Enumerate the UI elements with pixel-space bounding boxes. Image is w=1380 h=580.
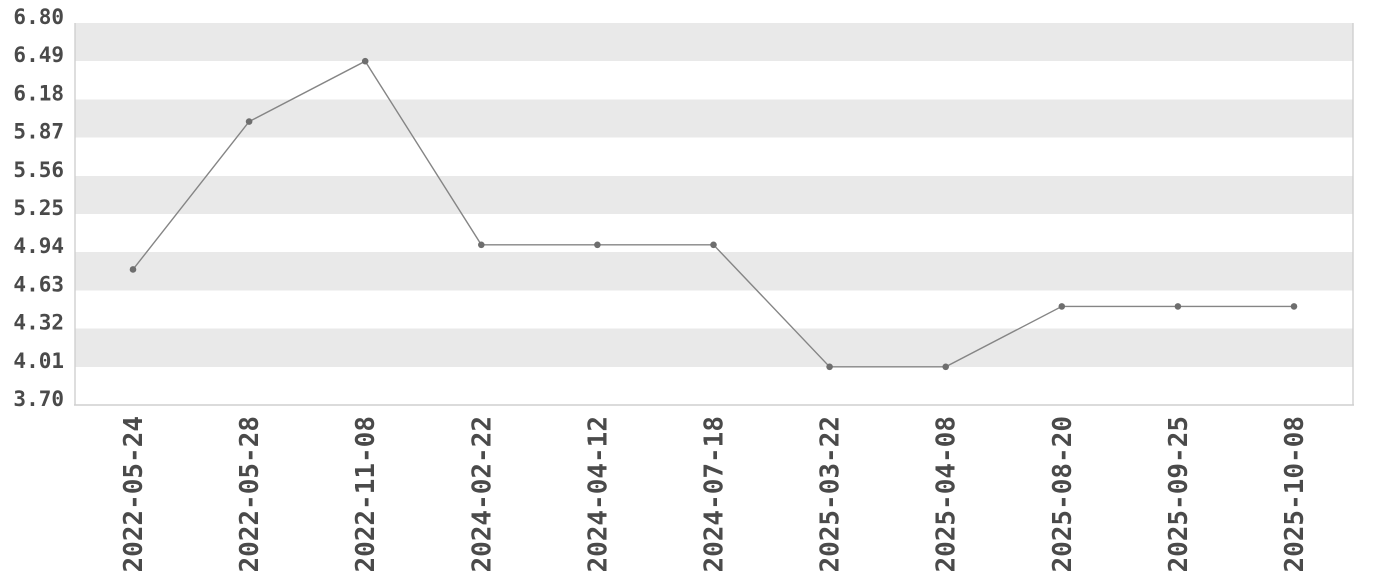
data-point [1290, 303, 1298, 310]
data-point [710, 241, 717, 249]
x-tick-label: 2025-09-25 [1164, 416, 1194, 573]
data-point [826, 363, 833, 371]
x-tick-label: 2024-02-22 [467, 416, 497, 573]
x-tick-label: 2025-10-08 [1280, 416, 1310, 573]
x-tick-label: 2024-07-18 [700, 416, 730, 573]
x-tick-label: 2022-05-28 [235, 416, 265, 573]
y-tick-label: 4.94 [13, 234, 64, 258]
y-tick-label: 4.32 [13, 311, 64, 335]
grid-band [75, 328, 1353, 367]
x-tick-label: 2025-04-08 [932, 416, 962, 573]
y-tick-label: 4.63 [13, 272, 64, 296]
x-tick-label: 2022-11-08 [351, 416, 381, 573]
grid-band [75, 23, 1353, 62]
grid-band [75, 99, 1353, 138]
x-tick-label: 2025-08-20 [1048, 416, 1078, 573]
y-tick-label: 6.49 [13, 43, 64, 67]
x-tick-label: 2024-04-12 [583, 416, 613, 573]
grid-band [75, 252, 1353, 291]
y-tick-label: 6.18 [13, 81, 64, 105]
x-tick-label: 2022-05-24 [119, 416, 149, 573]
y-tick-label: 5.87 [13, 120, 64, 144]
grid-band [75, 175, 1353, 214]
data-point [1058, 303, 1066, 310]
data-point [594, 241, 601, 249]
data-point [129, 266, 137, 273]
data-point [245, 118, 253, 125]
data-point [478, 241, 485, 249]
data-point [361, 57, 369, 65]
y-tick-label: 5.56 [13, 158, 64, 182]
data-point [1174, 303, 1182, 310]
y-tick-label: 3.70 [13, 387, 64, 411]
y-tick-label: 5.25 [13, 196, 64, 220]
x-tick-label: 2025-03-22 [816, 416, 846, 573]
y-tick-label: 6.80 [13, 5, 64, 29]
y-tick-label: 4.01 [13, 349, 64, 373]
data-point [942, 363, 949, 371]
